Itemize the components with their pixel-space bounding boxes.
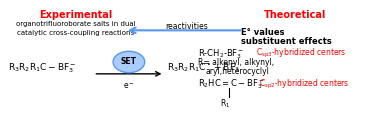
Text: $\mathregular{R_1}$: $\mathregular{R_1}$	[220, 98, 231, 110]
Text: $\mathregular{R_3R_2R_1C-BF_3^-}$: $\mathregular{R_3R_2R_1C-BF_3^-}$	[8, 62, 76, 75]
Ellipse shape	[113, 51, 145, 73]
Text: $\mathregular{C_{sp3}}$-hybridized centers: $\mathregular{C_{sp3}}$-hybridized cente…	[256, 47, 347, 60]
Text: $\mathregular{e^-}$: $\mathregular{e^-}$	[123, 82, 135, 91]
Text: R= alkenyl, alkynyl,: R= alkenyl, alkynyl,	[198, 58, 274, 67]
Text: Experimental: Experimental	[39, 10, 112, 20]
Text: SET: SET	[121, 57, 137, 66]
Text: catalytic cross-coupling reactions: catalytic cross-coupling reactions	[17, 30, 134, 36]
Text: substituent effects: substituent effects	[241, 37, 332, 46]
Text: $\mathregular{R\text{-}CH_2\text{-}BF_3^-}$: $\mathregular{R\text{-}CH_2\text{-}BF_3^…	[198, 47, 244, 61]
Text: $\mathregular{C_{sp2}}$-hybridized centers: $\mathregular{C_{sp2}}$-hybridized cente…	[259, 78, 350, 91]
Text: E° values: E° values	[241, 28, 285, 37]
Text: reactivities: reactivities	[166, 22, 208, 31]
Text: organotrifluoroborate salts in dual: organotrifluoroborate salts in dual	[16, 21, 135, 27]
Text: Theoretical: Theoretical	[264, 10, 327, 20]
Text: $\mathregular{R_3R_2R_1C^\bullet+BF_3}$: $\mathregular{R_3R_2R_1C^\bullet+BF_3}$	[167, 62, 240, 75]
Text: $\mathregular{R_2HC=C-BF_3^-}$: $\mathregular{R_2HC=C-BF_3^-}$	[198, 78, 265, 91]
Text: aryl,heterocyclyl: aryl,heterocyclyl	[206, 67, 270, 76]
